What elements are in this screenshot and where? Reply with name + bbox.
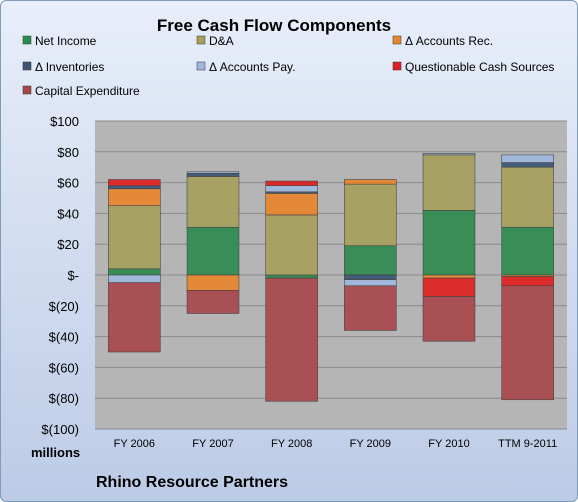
x-tick-label: TTM 9-2011: [498, 438, 557, 450]
bar-inventories-ttm-9-2011: [501, 162, 554, 168]
legend-swatch-accounts-pay: [196, 61, 206, 71]
bar-accounts-pay-fy-2006: [108, 274, 161, 283]
bar-capital-expenditure-fy-2007: [186, 290, 240, 314]
bar-net-income-ttm-9-2011: [501, 226, 554, 276]
legend-swatch-net-income: [22, 35, 32, 45]
x-tick-label: FY 2006: [114, 438, 155, 450]
bar-capital-expenditure-fy-2008: [265, 277, 318, 402]
chart-title: Free Cash Flow Components: [157, 16, 391, 35]
x-tick-label: FY 2008: [271, 438, 312, 450]
x-tick-label: FY 2007: [192, 438, 233, 450]
y-tick-label: $80: [57, 145, 79, 160]
bar-d-a-ttm-9-2011: [501, 166, 554, 228]
bar-accounts-rec-fy-2010: [422, 274, 476, 279]
bar-d-a-fy-2009: [344, 183, 397, 247]
bar-inventories-fy-2009: [344, 274, 397, 280]
bar-net-income-fy-2007: [186, 226, 240, 276]
bar-capital-expenditure-fy-2006: [108, 282, 161, 353]
bar-questionable-cash-sources-fy-2008: [265, 180, 318, 186]
bar-d-a-fy-2010: [422, 154, 476, 211]
x-tick-label: FY 2010: [428, 438, 469, 450]
x-tick-label: FY 2009: [350, 438, 391, 450]
bar-accounts-pay-fy-2010: [422, 153, 476, 156]
bar-d-a-fy-2006: [108, 205, 161, 270]
y-tick-label: $(60): [49, 360, 79, 375]
legend-label-accounts-rec: Δ Accounts Rec.: [405, 34, 493, 48]
bar-questionable-cash-sources-fy-2010: [422, 277, 476, 297]
footer-label: Rhino Resource Partners: [96, 474, 288, 491]
y-tick-label: $-: [67, 268, 79, 283]
bar-accounts-pay-fy-2009: [344, 279, 397, 287]
y-tick-label: $60: [57, 176, 79, 191]
legend-swatch-d-a: [196, 35, 206, 45]
bar-capital-expenditure-fy-2010: [422, 296, 476, 342]
bar-net-income-fy-2010: [422, 210, 476, 276]
legend-swatch-accounts-rec: [392, 35, 402, 45]
bar-accounts-rec-fy-2009: [344, 179, 397, 185]
bar-questionable-cash-sources-fy-2006: [108, 179, 161, 186]
bar-accounts-rec-fy-2007: [186, 274, 240, 291]
legend-label-capital-expenditure: Capital Expenditure: [35, 84, 140, 98]
y-tick-label: $20: [57, 237, 79, 252]
legend-label-inventories: Δ Inventories: [35, 60, 104, 74]
y-tick-label: $(20): [49, 299, 79, 314]
y-tick-label: $40: [57, 206, 79, 221]
bar-inventories-fy-2006: [108, 185, 161, 190]
y-tick-label: $(100): [41, 422, 79, 437]
bar-net-income-fy-2006: [108, 268, 161, 276]
legend-label-d-a: D&A: [209, 34, 234, 48]
bar-accounts-pay-fy-2007: [186, 171, 240, 174]
bar-accounts-rec-fy-2006: [108, 188, 161, 206]
bar-d-a-fy-2008: [265, 214, 318, 276]
unit-label: millions: [31, 445, 80, 460]
legend-swatch-questionable-cash-sources: [392, 61, 402, 71]
y-tick-label: $(40): [49, 330, 79, 345]
y-tick-label: $100: [50, 114, 79, 129]
bar-inventories-fy-2007: [186, 173, 240, 177]
y-tick-label: $(80): [49, 391, 79, 406]
bar-accounts-pay-fy-2008: [265, 185, 318, 193]
legend-swatch-inventories: [22, 61, 32, 71]
bar-net-income-fy-2009: [344, 245, 397, 276]
plot-area: $(100) $(80) $(60) $(40) $(20) $- $20 $40 $60 $80…: [41, 114, 567, 450]
bar-capital-expenditure-fy-2009: [344, 285, 397, 331]
bar-questionable-cash-sources-ttm-9-2011: [501, 276, 554, 287]
bar-d-a-fy-2007: [186, 176, 240, 228]
legend-label-questionable-cash-sources: Questionable Cash Sources: [405, 60, 554, 74]
legend-label-net-income: Net Income: [35, 34, 97, 48]
bar-net-income-fy-2008: [265, 274, 318, 279]
bar-accounts-rec-fy-2008: [265, 193, 318, 216]
legend: Net Income D&A Δ Accounts Rec. Δ Inventorie…: [22, 34, 554, 98]
bar-accounts-pay-ttm-9-2011: [501, 154, 554, 163]
legend-label-accounts-pay: Δ Accounts Pay.: [209, 60, 296, 74]
bar-capital-expenditure-ttm-9-2011: [501, 285, 554, 401]
legend-swatch-capital-expenditure: [22, 85, 32, 95]
